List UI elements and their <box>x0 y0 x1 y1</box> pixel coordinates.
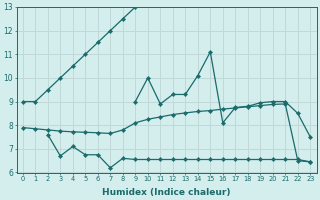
X-axis label: Humidex (Indice chaleur): Humidex (Indice chaleur) <box>102 188 231 197</box>
